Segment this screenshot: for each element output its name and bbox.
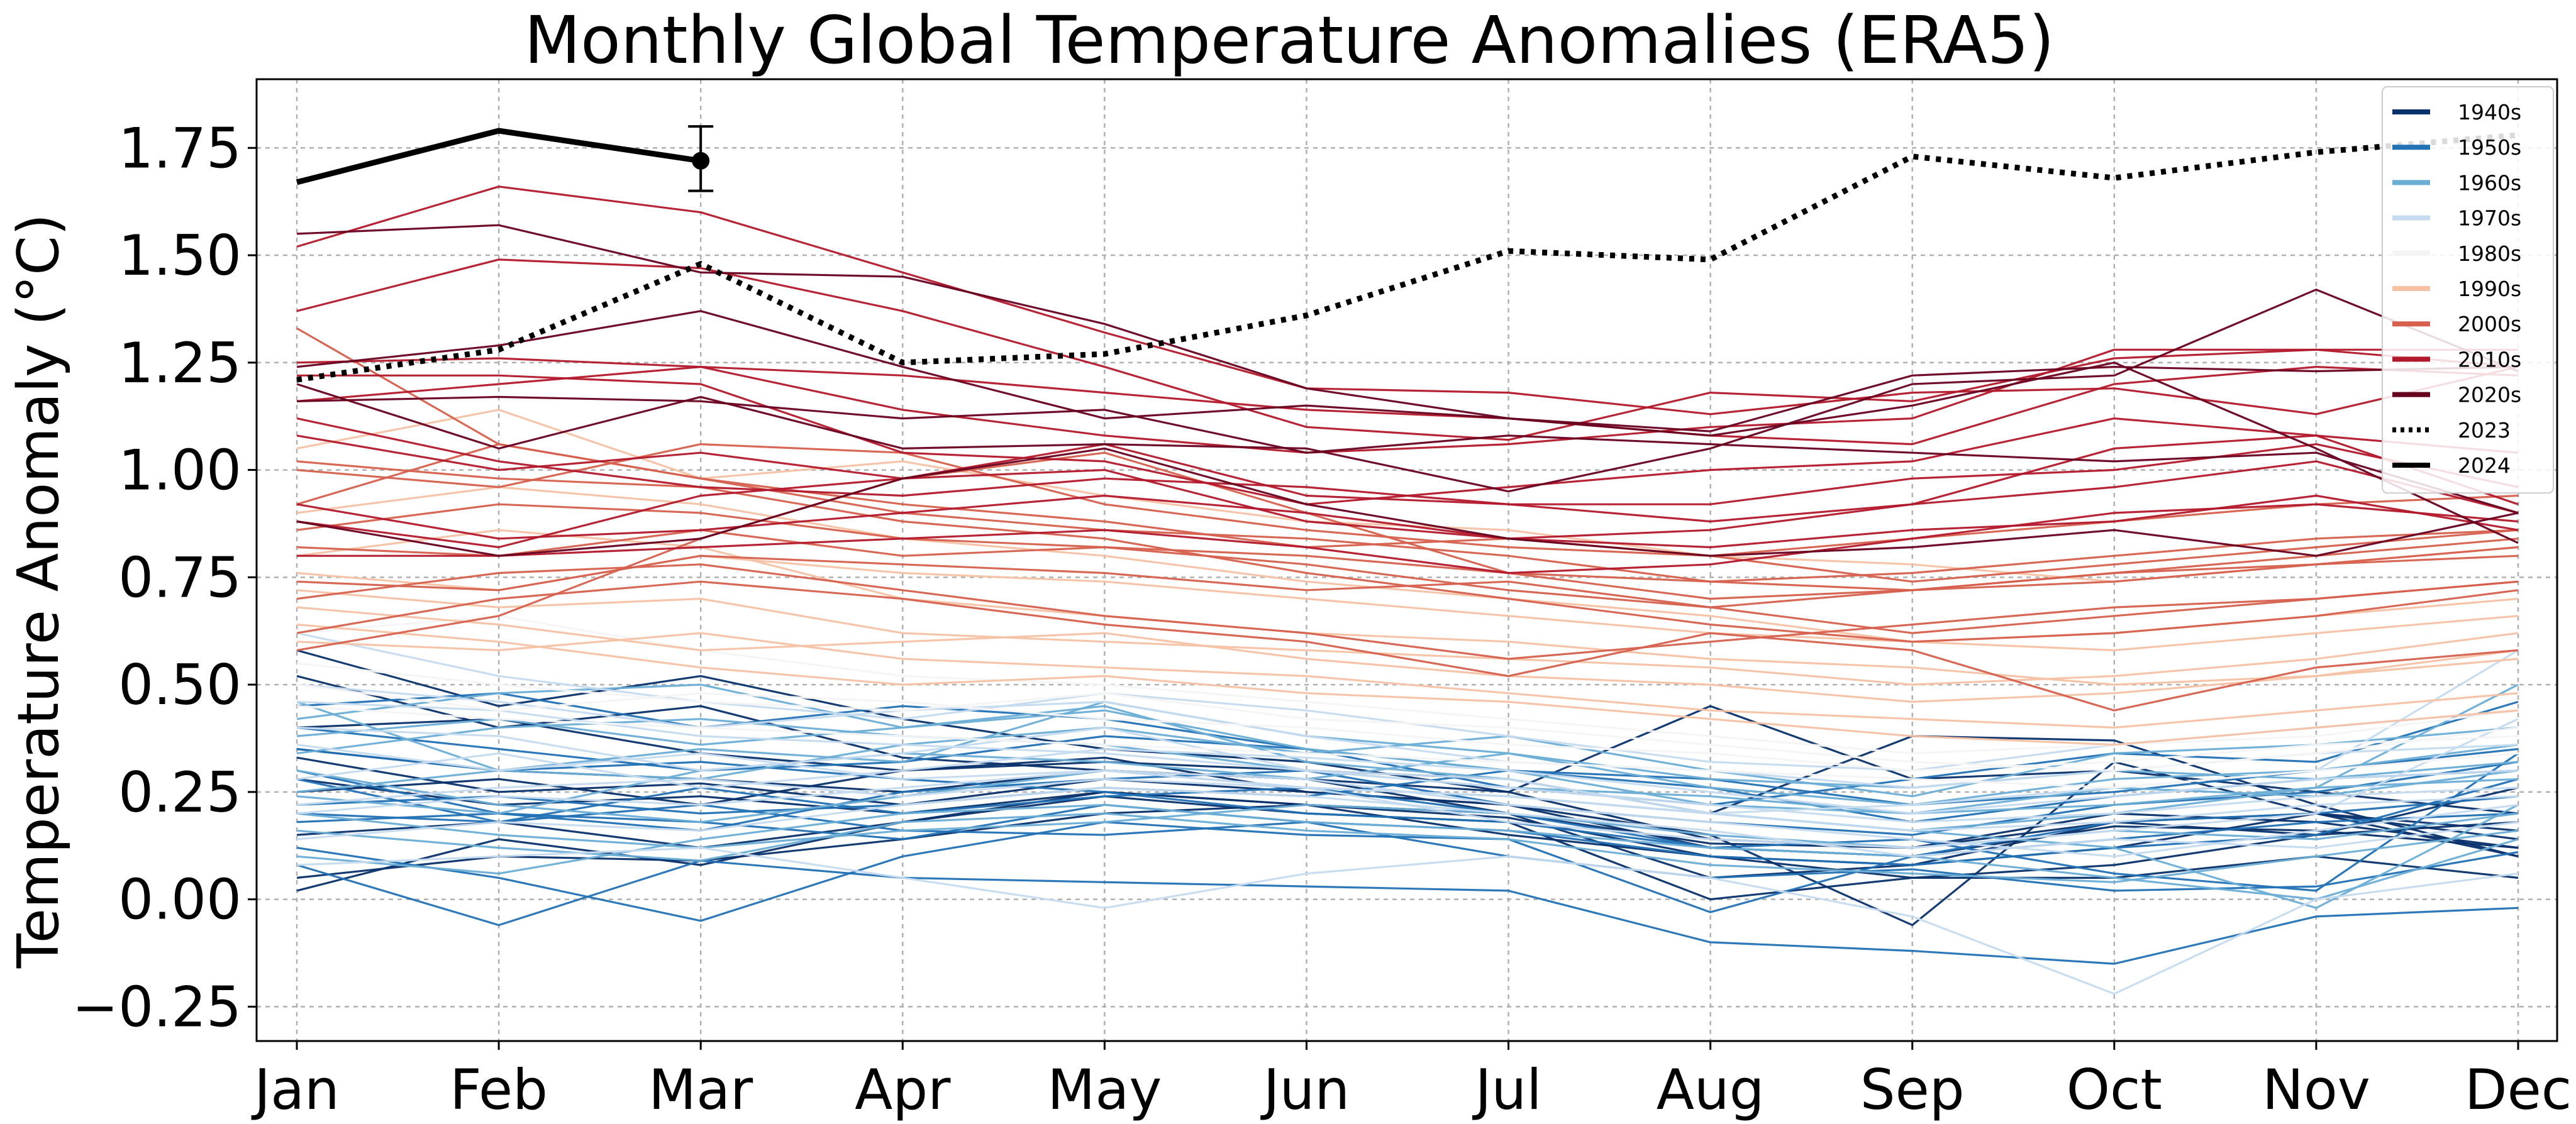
series-point-2024 [692, 152, 710, 170]
series-line-1940s [296, 649, 2519, 849]
x-tick-label: Feb [450, 1057, 548, 1122]
y-tick-label: 1.25 [118, 331, 242, 395]
series-line-2000s [296, 443, 2519, 557]
legend-label: 1970s [2458, 206, 2521, 231]
series-line-1990s [296, 589, 2519, 686]
legend-label: 2020s [2458, 383, 2521, 407]
series-line-1950s [296, 700, 2519, 806]
series-line-2010s [296, 357, 2519, 446]
series-line-2010s [296, 460, 2519, 540]
x-tick-label: Jan [251, 1057, 340, 1122]
series-line-2000s [296, 327, 2519, 592]
legend-label: 2010s [2458, 347, 2521, 372]
legend-label: 1990s [2458, 277, 2521, 301]
series-line-1990s [296, 632, 2519, 729]
legend-label: 2023 [2458, 418, 2511, 443]
series-line-1970s [296, 718, 2519, 849]
series-line-2020s [296, 289, 2519, 493]
series-line-2000s [296, 580, 2519, 712]
series-line-1950s [296, 795, 2519, 922]
series-line-1940s [296, 791, 2519, 879]
series-line-2000s [296, 563, 2519, 660]
series-line-2010s [296, 185, 2519, 416]
series-line-2000s [296, 460, 2519, 643]
y-axis: −0.25 0.00 0.25 0.50 0.75 1.00 1.25 1.50 1.75 [72, 116, 257, 1039]
series-line-2010s [296, 348, 2518, 454]
y-tick-label: 0.75 [118, 545, 242, 610]
series-line-1970s [296, 747, 2519, 815]
series-line-2000s [296, 529, 2519, 609]
series-line-2000s [296, 451, 2519, 651]
grid [257, 79, 2557, 1041]
series-line-1980s [296, 615, 2519, 755]
series-line-1960s [296, 683, 2519, 832]
legend-label: 2024 [2458, 453, 2511, 478]
series-line-2010s [297, 503, 2519, 575]
x-tick-label: Jun [1260, 1057, 1350, 1122]
series-line-2020s [296, 224, 2519, 433]
series-line-1990s [296, 606, 2519, 703]
series-line-1980s [296, 662, 2519, 772]
plot-frame [255, 78, 2558, 1042]
series-line-1970s [296, 700, 2519, 824]
x-tick-label: Apr [855, 1057, 951, 1122]
series-line-2000s [296, 503, 2519, 583]
legend-box [2382, 86, 2554, 494]
x-tick-label: Aug [1657, 1057, 1765, 1122]
series-line-1940s [296, 756, 2519, 927]
y-tick-label: 0.50 [118, 653, 242, 717]
x-tick-label: Oct [2067, 1057, 2162, 1122]
y-tick-label: 1.75 [118, 116, 242, 180]
series-line-1960s [296, 812, 2519, 883]
legend: 1940s 1950s 1960s 1970s 1980s 1990s 2000s 2010s… [2382, 86, 2554, 494]
legend-label: 1940s [2458, 100, 2521, 124]
series-line-1980s [296, 683, 2519, 772]
series-line-1990s [296, 623, 2519, 746]
x-tick-label: Sep [1860, 1057, 1965, 1122]
series-line-1960s [296, 744, 2519, 815]
series-line-2020s [296, 395, 2519, 514]
legend-label: 2000s [2458, 312, 2521, 336]
y-tick-label: 0.00 [118, 868, 242, 932]
y-axis-label: Temperature Anomaly (°C) [6, 214, 72, 969]
series-line-2020s [296, 447, 2519, 557]
x-tick-label: Nov [2262, 1057, 2370, 1122]
x-tick-label: May [1047, 1057, 1162, 1122]
y-tick-label: −0.25 [72, 974, 242, 1039]
x-tick-label: Jul [1472, 1057, 1541, 1122]
series-line-2020s [296, 310, 2519, 544]
series-line-2010s [297, 374, 2519, 505]
series-line-1950s [296, 747, 2519, 857]
series-line-1950s [296, 859, 2519, 965]
series-line-1960s [296, 803, 2519, 901]
legend-label: 1980s [2458, 241, 2521, 266]
series-line-2024 [296, 128, 701, 185]
legend-label: 1960s [2458, 170, 2521, 195]
series-line-1950s [296, 769, 2519, 892]
series-line-1970s [296, 846, 2519, 995]
y-tick-label: 1.00 [118, 438, 242, 503]
highlighted-series-group [296, 125, 2519, 383]
series-group [296, 185, 2519, 995]
y-tick-label: 1.50 [118, 223, 242, 288]
series-line-2010s [296, 258, 2519, 441]
legend-label: 1950s [2458, 135, 2521, 160]
x-axis: Jan Feb Mar Apr May Jun Jul Aug Sep Oct Nov Dec [251, 1041, 2572, 1122]
x-tick-label: Mar [648, 1057, 753, 1122]
series-line-2010s [296, 434, 2519, 505]
series-line-2010s [296, 468, 2519, 549]
series-line-1980s [296, 705, 2519, 789]
series-line-1990s [296, 529, 2519, 686]
y-tick-label: 0.25 [118, 760, 242, 825]
x-tick-label: Dec [2465, 1057, 2572, 1122]
chart-title: Monthly Global Temperature Anomalies (ER… [524, 2, 2054, 79]
series-line-1960s [296, 709, 2519, 815]
series-line-1970s [296, 744, 2519, 832]
series-line-1940s [296, 675, 2519, 879]
series-line-1950s [296, 752, 2519, 892]
series-line-2023 [296, 132, 2519, 383]
